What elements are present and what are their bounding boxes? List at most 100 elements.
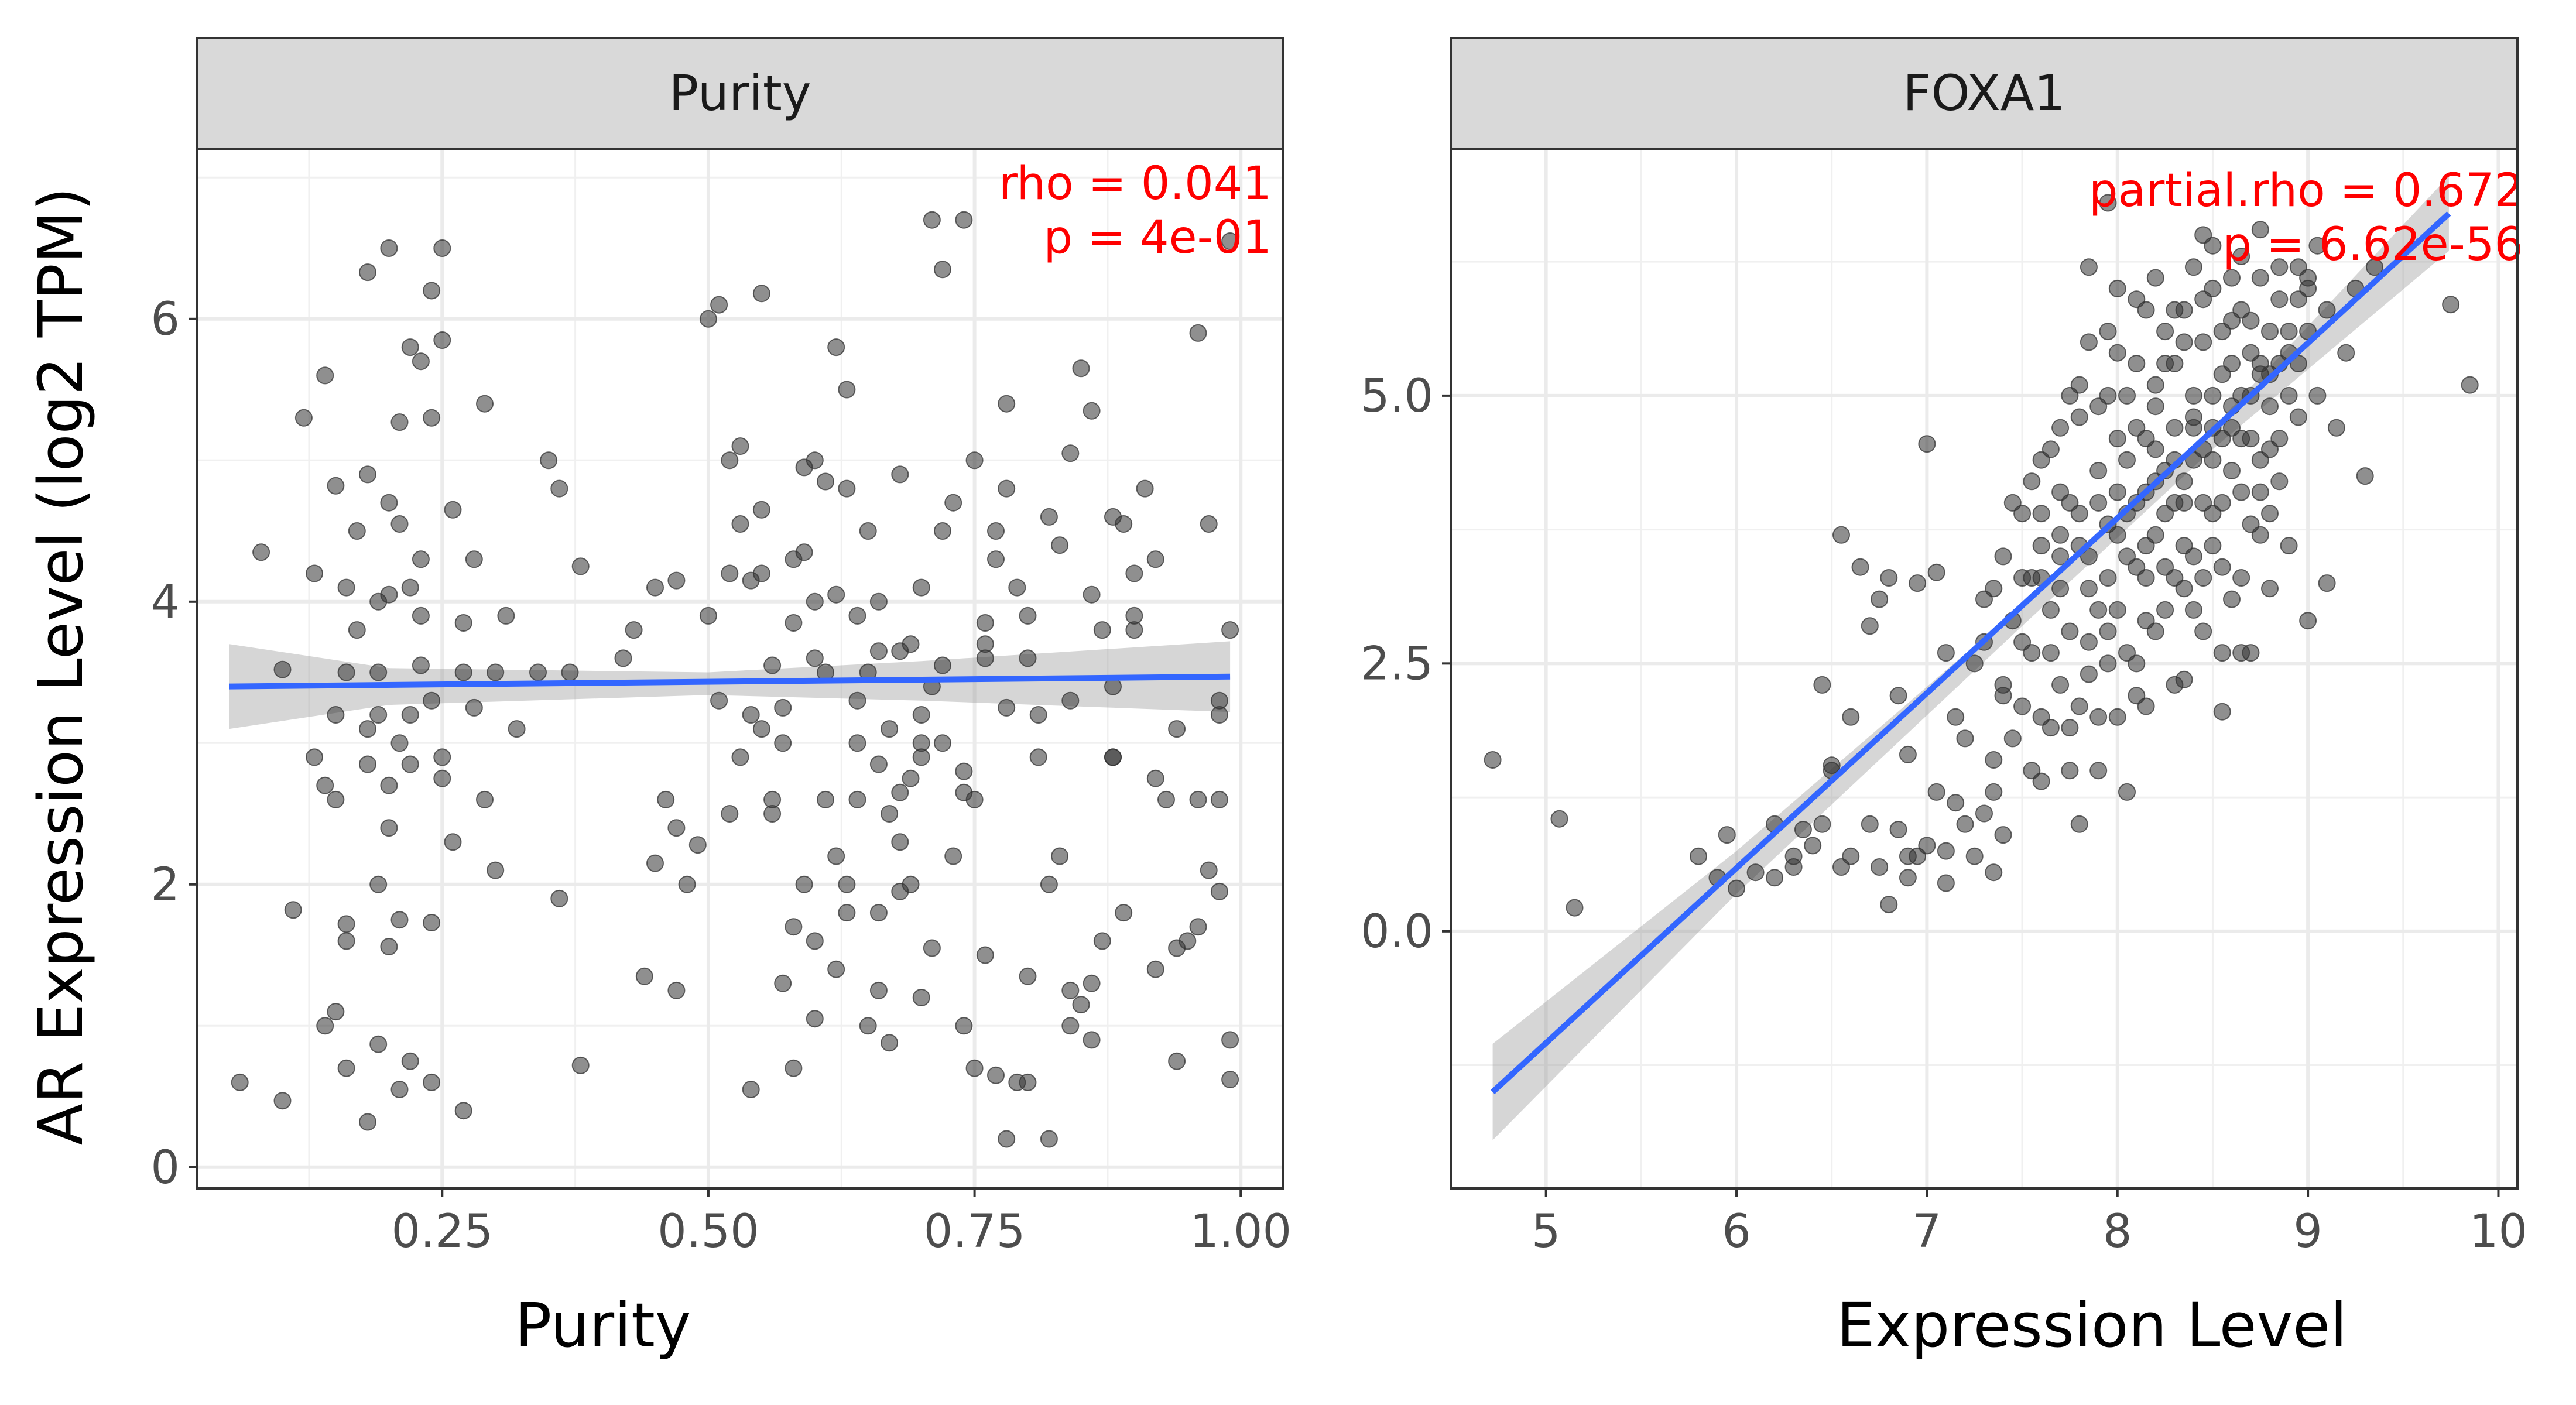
scatter-point bbox=[2318, 574, 2336, 592]
scatter-point bbox=[2213, 702, 2231, 721]
scatter-point bbox=[444, 501, 462, 519]
scatter-point bbox=[1550, 810, 1568, 828]
scatter-point bbox=[2232, 569, 2250, 587]
scatter-point bbox=[390, 515, 409, 533]
scatter-point bbox=[1061, 444, 1080, 462]
scatter-point bbox=[380, 819, 398, 837]
panel-foxa1-annotation: partial.rho = 0.672 p = 6.62e-56 bbox=[2089, 165, 2523, 271]
scatter-point bbox=[380, 585, 398, 604]
scatter-point bbox=[2366, 258, 2383, 276]
y-tick-label: 2 bbox=[150, 859, 180, 911]
scatter-point bbox=[1072, 359, 1090, 378]
scatter-point bbox=[273, 660, 292, 678]
scatter-point bbox=[1221, 1071, 1239, 1088]
scatter-point bbox=[550, 479, 568, 498]
scatter-point bbox=[998, 395, 1016, 413]
x-tick-label: 1.00 bbox=[1190, 1205, 1292, 1258]
scatter-point bbox=[1918, 837, 1936, 855]
scatter-point bbox=[401, 1052, 419, 1070]
scatter-point bbox=[646, 578, 664, 597]
scatter-point bbox=[465, 698, 483, 717]
scatter-point bbox=[1168, 720, 1186, 738]
scatter-point bbox=[2261, 397, 2279, 416]
scatter-point bbox=[1880, 569, 1898, 587]
scatter-point bbox=[1956, 729, 1974, 748]
scatter-point bbox=[2089, 494, 2108, 512]
scatter-point bbox=[1189, 324, 1207, 342]
scatter-point bbox=[476, 790, 494, 808]
panel-foxa1-points bbox=[1484, 194, 2479, 917]
scatter-point bbox=[2080, 580, 2098, 598]
scatter-point bbox=[2099, 323, 2117, 341]
scatter-point bbox=[2137, 697, 2155, 715]
scatter-point bbox=[561, 663, 579, 681]
scatter-point bbox=[1051, 847, 1069, 865]
scatter-point bbox=[1221, 621, 1239, 639]
scatter-point bbox=[2184, 258, 2202, 276]
scatter-point bbox=[1019, 649, 1037, 667]
scatter-point bbox=[2099, 194, 2117, 212]
scatter-point bbox=[667, 981, 686, 999]
scatter-point bbox=[1985, 751, 2003, 769]
scatter-point bbox=[337, 932, 355, 950]
scatter-point bbox=[2194, 226, 2212, 244]
scatter-point bbox=[2080, 633, 2098, 651]
scatter-point bbox=[1794, 821, 1812, 838]
scatter-point bbox=[688, 836, 707, 854]
scatter-point bbox=[944, 494, 962, 512]
scatter-point bbox=[785, 614, 803, 632]
scatter-point bbox=[2251, 483, 2269, 501]
scatter-point bbox=[2232, 248, 2250, 265]
scatter-point bbox=[2289, 408, 2307, 426]
scatter-point bbox=[752, 285, 770, 303]
scatter-point bbox=[1937, 842, 1955, 860]
scatter-point bbox=[2270, 430, 2289, 448]
panel-foxa1-background bbox=[1451, 149, 2517, 1188]
scatter-point bbox=[1040, 1130, 1058, 1148]
scatter-point bbox=[2089, 762, 2108, 780]
scatter-point bbox=[923, 211, 941, 229]
scatter-point bbox=[1937, 644, 1955, 662]
scatter-point bbox=[891, 783, 909, 801]
scatter-point bbox=[1200, 861, 1218, 879]
scatter-point bbox=[1189, 790, 1207, 808]
scatter-point bbox=[348, 621, 366, 639]
scatter-point bbox=[657, 790, 675, 808]
scatter-point bbox=[838, 479, 856, 498]
scatter-point bbox=[1909, 574, 1927, 592]
scatter-point bbox=[2442, 296, 2460, 314]
scatter-point bbox=[2175, 670, 2193, 688]
y-tick-label: 4 bbox=[150, 576, 180, 629]
scatter-point bbox=[2108, 344, 2126, 362]
scatter-point bbox=[2270, 290, 2289, 309]
scatter-point bbox=[1965, 654, 1984, 673]
scatter-point bbox=[1221, 232, 1239, 250]
scatter-point bbox=[1083, 402, 1101, 420]
scatter-point bbox=[806, 932, 824, 950]
scatter-point bbox=[2118, 386, 2136, 405]
scatter-point bbox=[2166, 494, 2184, 512]
scatter-point bbox=[2184, 386, 2202, 405]
scatter-point bbox=[2128, 355, 2146, 372]
scatter-point bbox=[2232, 430, 2250, 448]
scatter-point bbox=[881, 1034, 899, 1052]
scatter-point bbox=[2108, 430, 2126, 448]
scatter-point bbox=[571, 557, 590, 575]
scatter-point bbox=[2118, 547, 2136, 566]
scatter-point bbox=[806, 649, 824, 667]
scatter-point bbox=[1823, 756, 1841, 775]
scatter-point bbox=[2118, 783, 2136, 801]
scatter-point bbox=[902, 635, 920, 653]
scatter-point bbox=[1566, 899, 1584, 917]
scatter-point bbox=[454, 614, 472, 632]
scatter-point bbox=[412, 656, 430, 674]
scatter-point bbox=[327, 790, 345, 808]
scatter-point bbox=[2261, 505, 2279, 523]
scatter-point bbox=[785, 1059, 803, 1077]
panel-purity: rho = 0.041 p = 4e-01 Purity 0.25 0.50 0.7… bbox=[150, 37, 1292, 1361]
scatter-point bbox=[1029, 748, 1047, 766]
scatter-point bbox=[1061, 981, 1080, 999]
scatter-point bbox=[508, 720, 526, 738]
scatter-point bbox=[412, 352, 430, 371]
scatter-point bbox=[359, 1113, 376, 1131]
